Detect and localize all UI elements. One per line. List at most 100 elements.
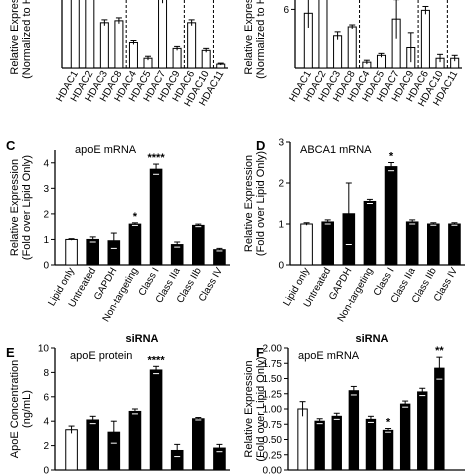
- bar: [172, 47, 182, 69]
- bar: [318, 0, 328, 69]
- y-tick-label: 0.00: [263, 466, 283, 474]
- bar: [297, 408, 308, 471]
- bar: [192, 224, 205, 266]
- y-tick-label: 2.00: [263, 344, 283, 355]
- y-tick-label: 0: [278, 261, 284, 272]
- significance-label: *: [133, 211, 138, 223]
- y-axis-label: Relative Expression: [243, 0, 255, 75]
- y-tick-label: 6: [283, 5, 289, 16]
- y-tick-label: 1.75: [263, 359, 283, 370]
- bar: [128, 41, 138, 69]
- y-tick-label: 2: [278, 179, 284, 190]
- bar: [128, 223, 142, 266]
- panel-a: Relative Expression (Normalized to HDACHD…: [9, 0, 228, 109]
- bar: [382, 429, 394, 471]
- y-tick-label: 1.50: [263, 374, 283, 385]
- bar: [427, 223, 440, 266]
- y-tick-label: 6: [43, 392, 49, 403]
- panel-letter: D: [256, 138, 265, 153]
- y-tick-label: 0: [43, 261, 49, 272]
- significance-label: **: [435, 345, 444, 357]
- y-axis-label: Relative Expression: [9, 0, 21, 75]
- y-axis-label: (Normalized to HDAC: [255, 0, 267, 79]
- y-tick-label: 4: [43, 158, 49, 169]
- bar: [65, 429, 78, 471]
- bar: [331, 415, 342, 471]
- panel-title: ABCA1 mRNA: [300, 144, 372, 156]
- bar: [128, 410, 142, 471]
- bar: [365, 418, 377, 471]
- bar: [158, 0, 168, 69]
- bar: [314, 420, 325, 471]
- panel-d: 0 1 2 3 Relative Expression (Fold over Lipid …: [243, 138, 465, 345]
- y-tick-label: 10: [38, 344, 50, 355]
- y-axis-label: (ng/mL): [21, 390, 33, 428]
- bar: [114, 20, 124, 69]
- bar: [348, 390, 360, 471]
- bar: [300, 223, 313, 266]
- significance-label: *: [386, 417, 391, 429]
- y-axis-label: (Fold over Lipid Only): [255, 356, 267, 461]
- bar: [213, 249, 226, 266]
- y-tick-label: 8: [43, 368, 49, 379]
- panel-title: apoE mRNA: [298, 350, 360, 362]
- x-axis-label: siRNA: [125, 333, 158, 345]
- bar: [192, 418, 205, 471]
- y-tick-label: 3: [43, 184, 49, 195]
- bar: [417, 391, 428, 471]
- bar: [65, 238, 78, 266]
- panel-c: 0 1 2 3 4 Relative Expression (Fold over Lipid…: [6, 138, 230, 345]
- bar: [333, 35, 343, 69]
- panel-title: apoE protein: [70, 350, 132, 362]
- y-tick-label: 0.50: [263, 435, 283, 446]
- bar: [434, 367, 445, 471]
- y-axis-label: (Fold over Lipid Only): [255, 151, 267, 256]
- bar: [86, 419, 99, 471]
- bar: [384, 166, 398, 266]
- x-axis-label: siRNA: [355, 333, 388, 345]
- panel-letter: F: [256, 345, 264, 360]
- bar: [347, 26, 357, 69]
- y-tick-label: 1: [43, 235, 49, 246]
- y-axis-label: ApoE Concentration: [9, 360, 21, 458]
- bar: [321, 221, 334, 266]
- panel-e: 0 2 4 6 8 10 ApoE Concentration (ng/mL) **** apoE…: [6, 344, 230, 474]
- y-tick-label: 4: [43, 417, 49, 428]
- panel-f: 0.00 0.25 0.50 0.75 1.00 1.25 1.50 1.75 2.00 Rela…: [243, 344, 465, 474]
- bar: [85, 0, 95, 69]
- y-tick-label: 2: [43, 209, 49, 220]
- y-tick-label: 3: [278, 138, 284, 149]
- bar: [405, 221, 419, 266]
- bar: [448, 223, 461, 266]
- bar: [187, 22, 197, 69]
- y-tick-label: 1: [278, 220, 284, 231]
- bar: [170, 244, 184, 266]
- bar: [363, 200, 377, 266]
- y-tick-label: 0.25: [263, 450, 283, 461]
- y-tick-label: 2: [43, 441, 49, 452]
- bar: [399, 403, 411, 471]
- y-axis-label: (Normalized to HDAC: [21, 0, 33, 79]
- significance-label: ****: [148, 354, 166, 366]
- y-tick-label: 0.75: [263, 420, 283, 431]
- bar: [420, 9, 430, 69]
- panel-letter: C: [6, 138, 16, 153]
- y-axis-label: Relative Expression: [243, 360, 255, 457]
- bar: [201, 49, 211, 69]
- y-axis-label: (Fold over Lipid Only): [21, 155, 33, 260]
- significance-label: ****: [148, 152, 166, 164]
- significance-label: *: [389, 151, 394, 163]
- y-axis-label: Relative Expression: [243, 155, 255, 252]
- y-tick-label: 1.00: [263, 405, 283, 416]
- bar: [86, 238, 99, 266]
- panel-letter: E: [6, 345, 15, 360]
- panel-title: apoE mRNA: [75, 144, 137, 156]
- bar: [70, 0, 80, 69]
- bar: [99, 22, 109, 69]
- y-axis-label: Relative Expression: [9, 159, 21, 256]
- y-tick-label: 0: [43, 466, 49, 474]
- y-tick-label: 1.25: [263, 389, 283, 400]
- bar: [149, 168, 163, 266]
